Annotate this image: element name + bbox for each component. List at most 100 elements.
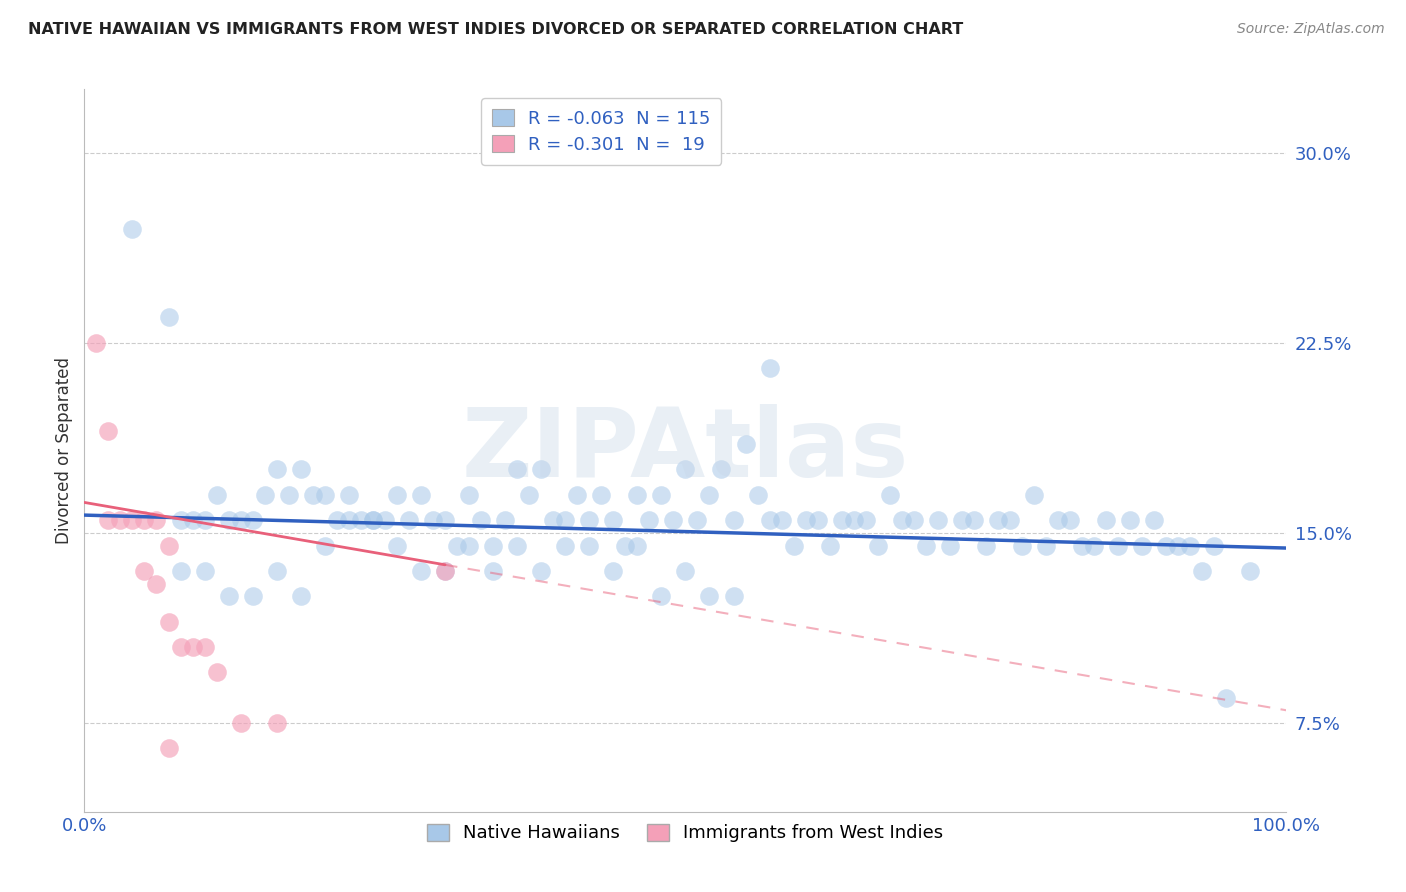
Point xyxy=(350,513,373,527)
Point xyxy=(758,361,780,376)
Point xyxy=(157,539,180,553)
Point xyxy=(578,539,600,553)
Point xyxy=(385,488,408,502)
Point xyxy=(145,513,167,527)
Point xyxy=(614,539,637,553)
Point xyxy=(554,513,576,527)
Point xyxy=(686,513,709,527)
Point xyxy=(1215,690,1237,705)
Point xyxy=(422,513,444,527)
Point xyxy=(1022,488,1045,502)
Y-axis label: Divorced or Separated: Divorced or Separated xyxy=(55,357,73,544)
Point xyxy=(1035,539,1057,553)
Point xyxy=(506,462,529,476)
Text: NATIVE HAWAIIAN VS IMMIGRANTS FROM WEST INDIES DIVORCED OR SEPARATED CORRELATION: NATIVE HAWAIIAN VS IMMIGRANTS FROM WEST … xyxy=(28,22,963,37)
Point xyxy=(1107,539,1129,553)
Point xyxy=(169,513,191,527)
Point xyxy=(242,513,264,527)
Point xyxy=(145,576,167,591)
Point xyxy=(650,488,672,502)
Point xyxy=(866,539,889,553)
Text: ZIPAtlas: ZIPAtlas xyxy=(461,404,910,497)
Point xyxy=(842,513,865,527)
Point xyxy=(1204,539,1226,553)
Point xyxy=(950,513,973,527)
Point xyxy=(770,513,793,527)
Point xyxy=(541,513,564,527)
Point xyxy=(987,513,1010,527)
Point xyxy=(927,513,949,527)
Point xyxy=(121,513,143,527)
Point xyxy=(1156,539,1178,553)
Point xyxy=(218,513,240,527)
Point xyxy=(1059,513,1081,527)
Point xyxy=(194,564,217,578)
Point xyxy=(134,513,156,527)
Point xyxy=(626,539,648,553)
Point xyxy=(794,513,817,527)
Point xyxy=(361,513,384,527)
Point xyxy=(337,513,360,527)
Point xyxy=(554,539,576,553)
Point xyxy=(1083,539,1105,553)
Point xyxy=(266,716,288,731)
Point xyxy=(157,310,180,325)
Point xyxy=(97,425,120,439)
Point xyxy=(470,513,492,527)
Point xyxy=(675,462,697,476)
Point xyxy=(385,539,408,553)
Point xyxy=(194,640,217,654)
Point xyxy=(409,564,432,578)
Point xyxy=(662,513,685,527)
Point xyxy=(903,513,925,527)
Point xyxy=(374,513,396,527)
Point xyxy=(506,539,529,553)
Point xyxy=(229,513,252,527)
Point xyxy=(253,488,276,502)
Point xyxy=(482,539,505,553)
Point xyxy=(699,589,721,603)
Point xyxy=(1191,564,1213,578)
Point xyxy=(169,640,191,654)
Point xyxy=(1167,539,1189,553)
Point xyxy=(409,488,432,502)
Point xyxy=(530,462,553,476)
Legend: Native Hawaiians, Immigrants from West Indies: Native Hawaiians, Immigrants from West I… xyxy=(420,816,950,850)
Point xyxy=(626,488,648,502)
Point xyxy=(1119,513,1142,527)
Point xyxy=(398,513,420,527)
Point xyxy=(915,539,938,553)
Point xyxy=(314,539,336,553)
Point xyxy=(86,335,108,350)
Point xyxy=(1095,513,1118,527)
Point xyxy=(205,665,228,680)
Point xyxy=(494,513,516,527)
Point xyxy=(181,640,204,654)
Point xyxy=(807,513,830,527)
Point xyxy=(194,513,217,527)
Point xyxy=(530,564,553,578)
Point xyxy=(446,539,468,553)
Point xyxy=(602,564,624,578)
Point xyxy=(218,589,240,603)
Point xyxy=(758,513,780,527)
Point xyxy=(314,488,336,502)
Point xyxy=(1180,539,1202,553)
Point xyxy=(121,221,143,235)
Point xyxy=(266,462,288,476)
Text: Source: ZipAtlas.com: Source: ZipAtlas.com xyxy=(1237,22,1385,37)
Point xyxy=(434,564,457,578)
Point xyxy=(157,741,180,756)
Point xyxy=(723,589,745,603)
Point xyxy=(578,513,600,527)
Point xyxy=(734,437,756,451)
Point xyxy=(301,488,323,502)
Point xyxy=(434,564,457,578)
Point xyxy=(517,488,540,502)
Point xyxy=(699,488,721,502)
Point xyxy=(1143,513,1166,527)
Point xyxy=(482,564,505,578)
Point xyxy=(638,513,661,527)
Point xyxy=(266,564,288,578)
Point xyxy=(998,513,1021,527)
